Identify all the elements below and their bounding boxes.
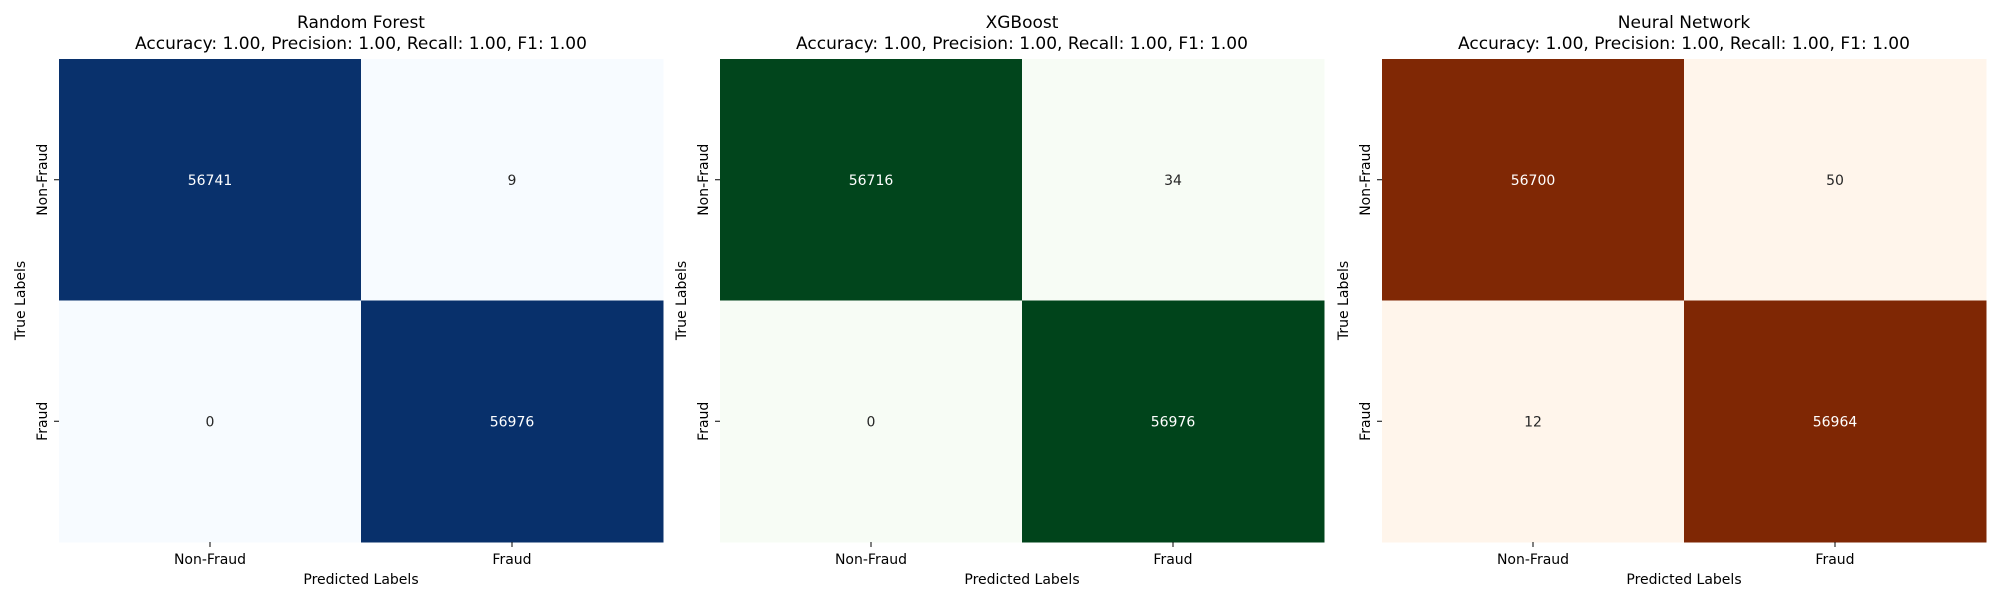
chart-2-x-tick-1: Fraud xyxy=(1153,552,1192,568)
chart-3-x-tick-1: Fraud xyxy=(1815,552,1854,568)
chart-1-x-tick-1: Fraud xyxy=(492,552,531,568)
chart-1-y-tick-1: Fraud xyxy=(35,402,51,441)
chart-2-title: XGBoost xyxy=(986,13,1059,33)
chart-3-x-tick-0: Non-Fraud xyxy=(1497,552,1569,568)
chart-1-x-axis-label: Predicted Labels xyxy=(303,572,418,588)
chart-1-cell-label-0-1: 9 xyxy=(508,173,517,189)
chart-3-cell-0-1 xyxy=(1684,59,1987,301)
chart-2-y-tick-1: Fraud xyxy=(696,402,712,441)
chart-3-y-axis-label: True Labels xyxy=(1336,261,1352,341)
chart-1-cell-0-0 xyxy=(59,59,362,301)
chart-2-cell-0-0 xyxy=(720,59,1023,301)
chart-1-subtitle: Accuracy: 1.00, Precision: 1.00, Recall:… xyxy=(135,34,587,54)
chart-3-title: Neural Network xyxy=(1618,13,1751,33)
chart-2-subtitle: Accuracy: 1.00, Precision: 1.00, Recall:… xyxy=(796,34,1248,54)
chart-3-x-axis-label: Predicted Labels xyxy=(1626,572,1741,588)
chart-2-cell-1-1 xyxy=(1022,300,1325,543)
chart-1-cell-label-1-1: 56976 xyxy=(490,414,535,430)
chart-2-x-tick-0: Non-Fraud xyxy=(835,552,907,568)
chart-3-cell-label-1-0: 12 xyxy=(1524,414,1542,430)
chart-1-cell-label-1-0: 0 xyxy=(206,414,215,430)
chart-1-cell-0-1 xyxy=(361,59,664,301)
chart-3-y-tick-1: Fraud xyxy=(1358,402,1374,441)
chart-1-y-axis-label: True Labels xyxy=(13,261,29,341)
chart-2-cell-label-1-1: 56976 xyxy=(1151,414,1196,430)
chart-3-cell-label-0-0: 56700 xyxy=(1511,173,1556,189)
chart-1-cell-1-1 xyxy=(361,300,664,543)
chart-3-cell-label-1-1: 56964 xyxy=(1813,414,1858,430)
chart-1-x-tick-0: Non-Fraud xyxy=(174,552,246,568)
chart-2-cell-0-1 xyxy=(1022,59,1325,301)
chart-2-cell-label-0-0: 56716 xyxy=(849,173,894,189)
chart-3-y-tick-0: Non-Fraud xyxy=(1358,144,1374,216)
chart-2-cell-1-0 xyxy=(720,300,1023,543)
chart-1-cell-1-0 xyxy=(59,300,362,543)
chart-2-x-axis-label: Predicted Labels xyxy=(964,572,1079,588)
chart-1-title: Random Forest xyxy=(297,13,425,33)
chart-3-cell-0-0 xyxy=(1382,59,1685,301)
chart-2-y-axis-label: True Labels xyxy=(674,261,690,341)
chart-2-cell-label-1-0: 0 xyxy=(867,414,876,430)
chart-2-y-tick-0: Non-Fraud xyxy=(696,144,712,216)
chart-1-cell-label-0-0: 56741 xyxy=(188,173,233,189)
chart-3-cell-1-1 xyxy=(1684,300,1987,543)
chart-3-subtitle: Accuracy: 1.00, Precision: 1.00, Recall:… xyxy=(1458,34,1910,54)
chart-3-cell-label-0-1: 50 xyxy=(1826,173,1844,189)
chart-3-cell-1-0 xyxy=(1382,300,1685,543)
chart-2-cell-label-0-1: 34 xyxy=(1164,173,1182,189)
chart-1-y-tick-0: Non-Fraud xyxy=(35,144,51,216)
